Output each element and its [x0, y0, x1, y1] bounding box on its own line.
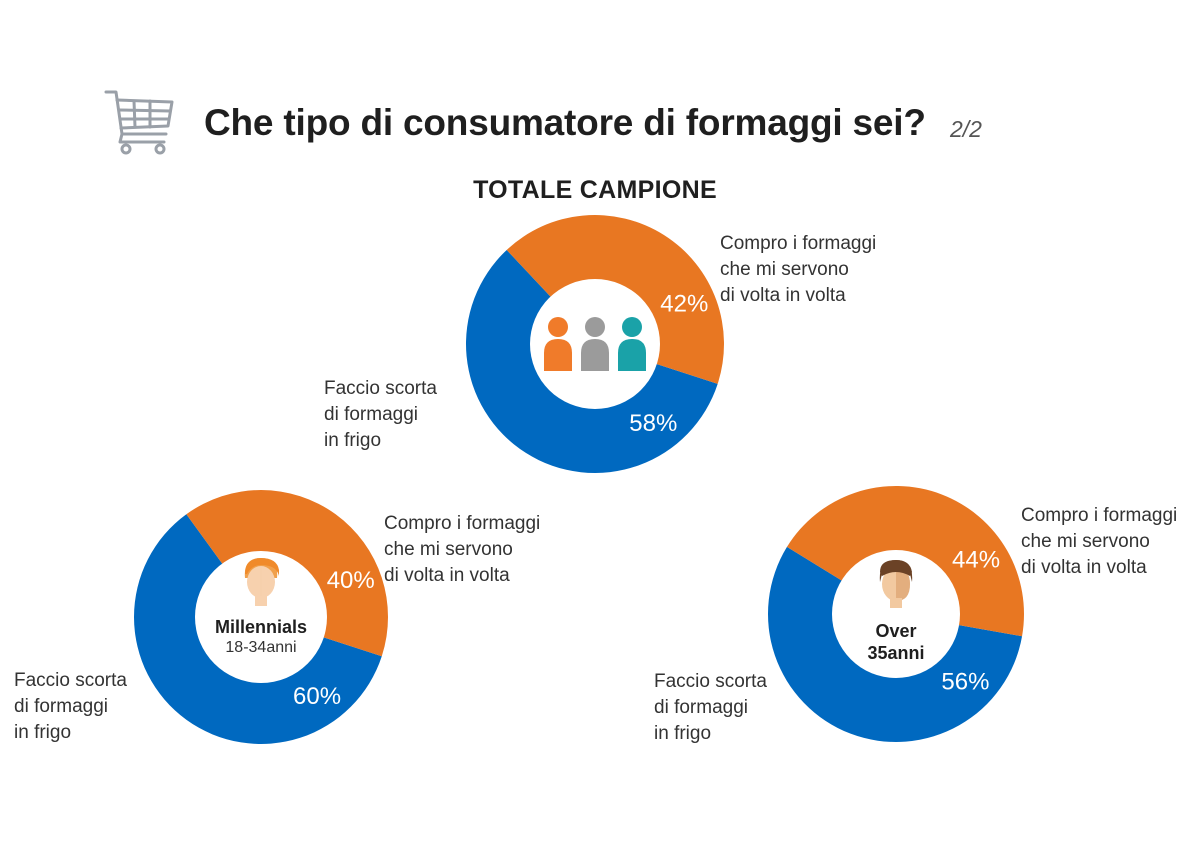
center-name: Over	[875, 621, 917, 641]
young-person-icon	[244, 558, 279, 606]
label-line: in frigo	[14, 722, 72, 743]
label-line: di formaggi	[14, 696, 108, 717]
label-line: Compro i formaggi	[1021, 505, 1178, 526]
value-label-totale-blue: 58%	[629, 410, 677, 437]
chart-title-totale: TOTALE CAMPIONE	[473, 176, 717, 204]
donut-chart-totale: 58% 42%	[465, 215, 724, 473]
slice-label-totale-blue: Compro i formaggi che mi servono di volt…	[720, 231, 876, 309]
label-line: che mi servono	[384, 539, 513, 560]
center-label-over35: Over 35anni	[826, 620, 966, 664]
donut-hole	[832, 550, 960, 678]
page-indicator: 2/2	[950, 116, 982, 142]
label-line: Compro i formaggi	[720, 233, 877, 254]
header: Che tipo di consumatore di formaggi sei?…	[104, 88, 1004, 160]
donut-svg-millennials: 60% 40%	[133, 490, 388, 744]
label-line: Faccio scorta	[654, 671, 767, 692]
label-line: in frigo	[324, 430, 382, 451]
label-line: di volta in volta	[384, 565, 510, 586]
label-line: in frigo	[654, 723, 712, 744]
center-label-millennials: Millennials 18-34anni	[191, 616, 331, 658]
slice-label-millennials-orange: Faccio scorta di formaggi in frigo	[14, 668, 127, 746]
donut-chart-over35: 56% 44% Over 35anni	[767, 486, 1024, 743]
label-line: Compro i formaggi	[384, 513, 541, 534]
donut-svg-over35: 56% 44%	[767, 486, 1024, 743]
center-sub: 35anni	[867, 643, 925, 663]
donut-chart-millennials: 60% 40% Millennials 18-34anni	[133, 490, 388, 744]
slice-label-over35-blue: Compro i formaggi che mi servono di volt…	[1021, 503, 1177, 581]
center-sub: 18-34anni	[225, 639, 297, 656]
value-label-totale-orange: 42%	[660, 291, 708, 318]
label-line: di formaggi	[654, 697, 748, 718]
value-label-over35-blue: 56%	[941, 669, 989, 696]
slice-label-totale-orange: Faccio scorta di formaggi in frigo	[324, 376, 437, 454]
label-line: che mi servono	[1021, 531, 1150, 552]
shopping-cart-icon	[104, 90, 174, 155]
page-title: Che tipo di consumatore di formaggi sei?	[204, 102, 926, 143]
label-line: Faccio scorta	[14, 670, 127, 691]
donut-hole	[195, 551, 327, 683]
value-label-over35-orange: 44%	[952, 546, 1000, 573]
value-label-millennials-orange: 40%	[327, 567, 375, 594]
value-label-millennials-blue: 60%	[293, 683, 341, 710]
label-line: Faccio scorta	[324, 378, 437, 399]
label-line: che mi servono	[720, 259, 849, 280]
center-name: Millennials	[214, 617, 308, 637]
people-group-icon	[544, 317, 646, 371]
slice-label-over35-orange: Faccio scorta di formaggi in frigo	[654, 669, 767, 747]
label-line: di formaggi	[324, 404, 418, 425]
label-line: di volta in volta	[720, 285, 846, 306]
label-line: di volta in volta	[1021, 557, 1147, 578]
slice-label-millennials-blue: Compro i formaggi che mi servono di volt…	[384, 511, 540, 589]
adult-person-icon	[879, 560, 913, 608]
donut-svg-totale: 58% 42%	[465, 215, 724, 473]
